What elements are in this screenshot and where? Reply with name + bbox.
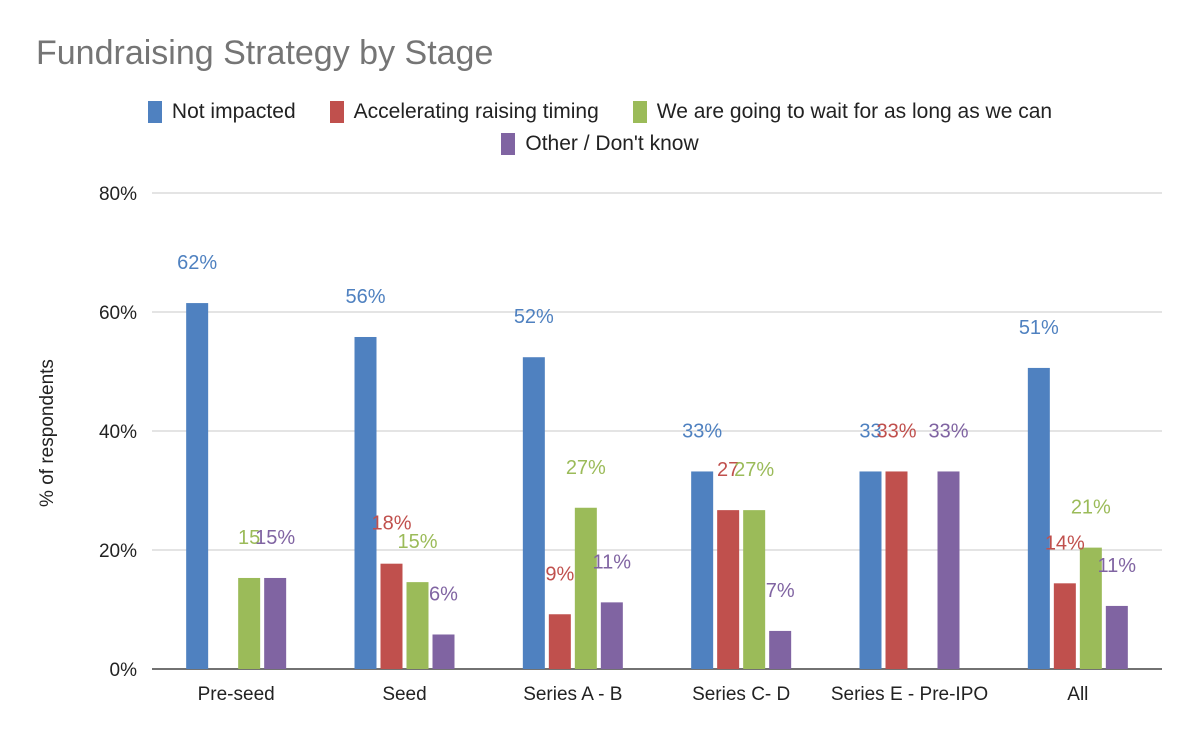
bars bbox=[186, 303, 1128, 669]
data-label: 62% bbox=[177, 252, 217, 274]
bar bbox=[859, 471, 882, 669]
legend-item-not-impacted: Not impacted bbox=[147, 100, 296, 124]
data-label: 33% bbox=[876, 420, 916, 442]
data-label: 51% bbox=[1019, 317, 1059, 339]
y-tick-label: 20% bbox=[99, 541, 137, 562]
legend-item-accelerating: Accelerating raising timing bbox=[329, 100, 599, 124]
data-label: 56% bbox=[345, 286, 385, 308]
bar bbox=[264, 577, 287, 669]
legend-label: Not impacted bbox=[171, 100, 296, 123]
legend-swatch bbox=[501, 133, 516, 155]
bar bbox=[885, 471, 908, 669]
data-label: 52% bbox=[514, 306, 554, 328]
bar bbox=[937, 471, 960, 669]
data-label: 15% bbox=[255, 527, 295, 549]
legend-label: Other / Don't know bbox=[525, 132, 699, 155]
data-label: 27% bbox=[734, 459, 774, 481]
x-tick-label: Series C- D bbox=[692, 684, 790, 705]
y-axis-ticks: 0% 20% 40% 60% 80% bbox=[99, 184, 137, 681]
y-tick-label: 40% bbox=[99, 422, 137, 443]
bar bbox=[743, 510, 766, 669]
legend-swatch bbox=[329, 101, 344, 123]
y-tick-label: 60% bbox=[99, 303, 137, 324]
y-axis-label: % of respondents bbox=[37, 359, 58, 507]
bar bbox=[691, 471, 714, 669]
legend-swatch bbox=[147, 101, 162, 123]
bar bbox=[548, 614, 571, 669]
data-labels: 62%1515%56%18%15%6%52%9%27%11%33%2727%7%… bbox=[177, 252, 1136, 605]
x-tick-label: Series E - Pre-IPO bbox=[831, 684, 988, 705]
legend: Not impacted Accelerating raising timing… bbox=[0, 100, 1200, 124]
bar bbox=[354, 336, 377, 669]
bar bbox=[432, 634, 455, 669]
y-tick-label: 80% bbox=[99, 184, 137, 205]
legend-item-other: Other / Don't know bbox=[501, 132, 699, 156]
data-label: 11% bbox=[593, 551, 632, 573]
bar bbox=[1027, 367, 1050, 669]
legend-item-wait: We are going to wait for as long as we c… bbox=[632, 100, 1053, 124]
data-label: 33 bbox=[859, 420, 881, 442]
data-label: 15 bbox=[238, 527, 260, 549]
legend-swatch bbox=[632, 101, 647, 123]
y-tick-label: 0% bbox=[110, 660, 138, 681]
data-label: 9% bbox=[545, 563, 574, 585]
bar bbox=[406, 582, 429, 669]
legend-row-2: Other / Don't know bbox=[0, 132, 1200, 156]
data-label: 15% bbox=[397, 531, 437, 553]
bar bbox=[717, 510, 740, 669]
gridlines bbox=[152, 192, 1162, 670]
bar bbox=[1053, 583, 1076, 669]
bar bbox=[1105, 605, 1128, 669]
data-label: 33% bbox=[682, 420, 722, 442]
legend-label: Accelerating raising timing bbox=[353, 100, 599, 123]
data-label: 33% bbox=[928, 420, 968, 442]
bar bbox=[1079, 547, 1102, 669]
x-tick-label: Series A - B bbox=[523, 684, 622, 705]
legend-label: We are going to wait for as long as we c… bbox=[656, 100, 1053, 123]
bar bbox=[522, 357, 545, 669]
data-label: 14% bbox=[1045, 532, 1085, 554]
bar bbox=[380, 563, 403, 669]
x-tick-label: Seed bbox=[382, 684, 426, 705]
data-label: 18% bbox=[371, 513, 411, 535]
bar bbox=[769, 630, 792, 669]
x-axis-ticks: Pre-seed Seed Series A - B Series C- D Serie… bbox=[198, 684, 1089, 705]
data-label: 21% bbox=[1071, 497, 1111, 519]
chart-title: Fundraising Strategy by Stage bbox=[36, 34, 494, 72]
data-label: 11% bbox=[1098, 555, 1137, 577]
data-label: 27% bbox=[566, 457, 606, 479]
data-label: 6% bbox=[429, 583, 458, 605]
bar bbox=[186, 303, 209, 669]
bar bbox=[574, 507, 597, 669]
data-label: 7% bbox=[766, 580, 795, 602]
data-label: 27 bbox=[717, 459, 739, 481]
bar bbox=[238, 577, 261, 669]
x-tick-label: All bbox=[1067, 684, 1088, 705]
bar bbox=[600, 602, 623, 669]
x-tick-label: Pre-seed bbox=[198, 684, 275, 705]
